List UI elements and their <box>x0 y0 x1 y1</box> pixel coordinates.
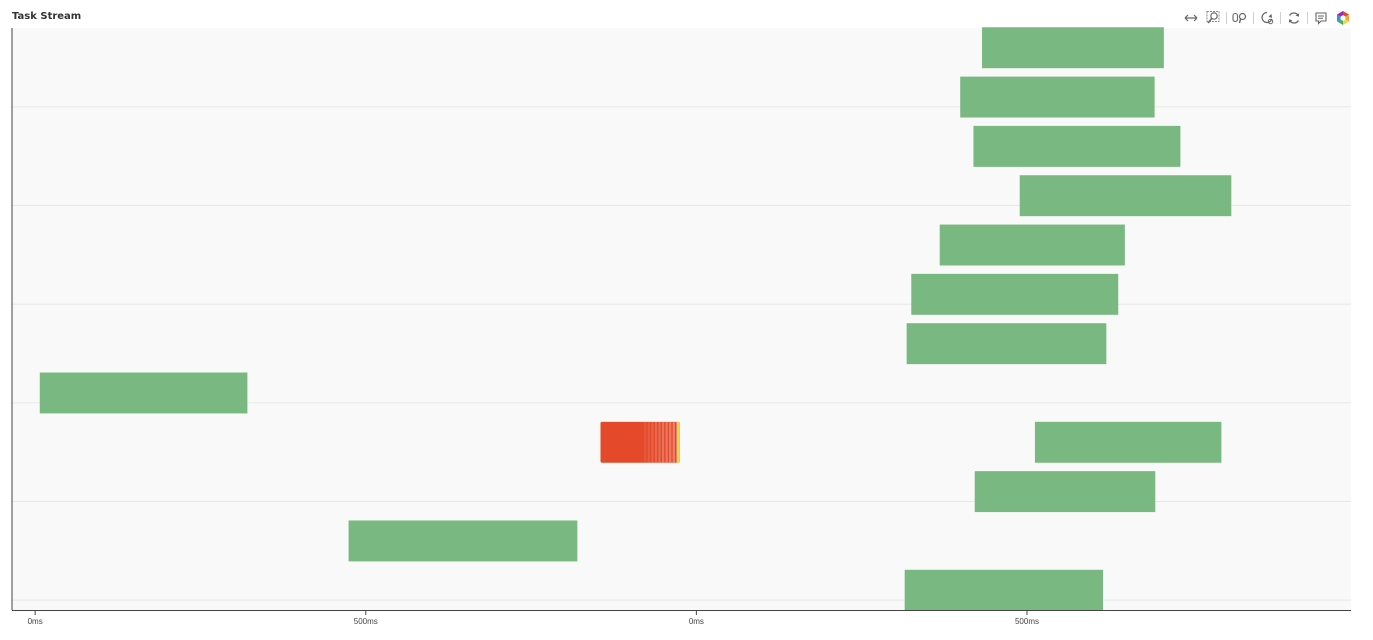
toolbar-divider <box>1253 12 1254 24</box>
wheel-zoom-tool-icon[interactable] <box>1230 8 1250 28</box>
x-tick-label: 500ms <box>1015 617 1039 626</box>
task-bar[interactable] <box>974 471 1156 513</box>
task-bar[interactable] <box>906 323 1107 365</box>
toolbar-divider <box>1280 12 1281 24</box>
plot-area <box>12 28 1351 610</box>
transfer-stripe <box>658 421 661 463</box>
transfer-stripe <box>665 421 668 463</box>
task-bar[interactable] <box>973 125 1181 167</box>
task-bar[interactable] <box>911 273 1119 315</box>
transfer-stripe <box>644 421 647 463</box>
x-tick-label: 500ms <box>354 617 378 626</box>
transfer-edge <box>676 421 680 463</box>
task-bar[interactable] <box>1019 175 1232 217</box>
transfer-stripe <box>647 421 650 463</box>
task-bar[interactable] <box>904 569 1104 611</box>
toolbar-divider <box>1226 12 1227 24</box>
transfer-stripe <box>651 421 654 463</box>
task-bar[interactable] <box>348 520 578 562</box>
transfer-stripe <box>661 421 665 463</box>
task-bar[interactable] <box>39 372 248 414</box>
transfer-stripe <box>654 421 658 463</box>
task-bar[interactable] <box>960 76 1155 118</box>
chart-title: Task Stream <box>12 11 82 22</box>
pan-tool-icon[interactable] <box>1181 8 1201 28</box>
x-tick-label: 0ms <box>689 617 704 626</box>
x-tick-label: 0ms <box>28 617 43 626</box>
transfer-stripe <box>672 421 675 463</box>
reset-tool-icon[interactable] <box>1284 8 1304 28</box>
task-bar[interactable] <box>982 27 1164 69</box>
bokeh-logo-icon[interactable] <box>1333 8 1353 28</box>
toolbar-divider <box>1307 12 1308 24</box>
transfer-block[interactable] <box>600 421 680 463</box>
task-bar[interactable] <box>939 224 1125 266</box>
transfer-stripe <box>669 421 672 463</box>
task-bar[interactable] <box>1034 421 1222 463</box>
